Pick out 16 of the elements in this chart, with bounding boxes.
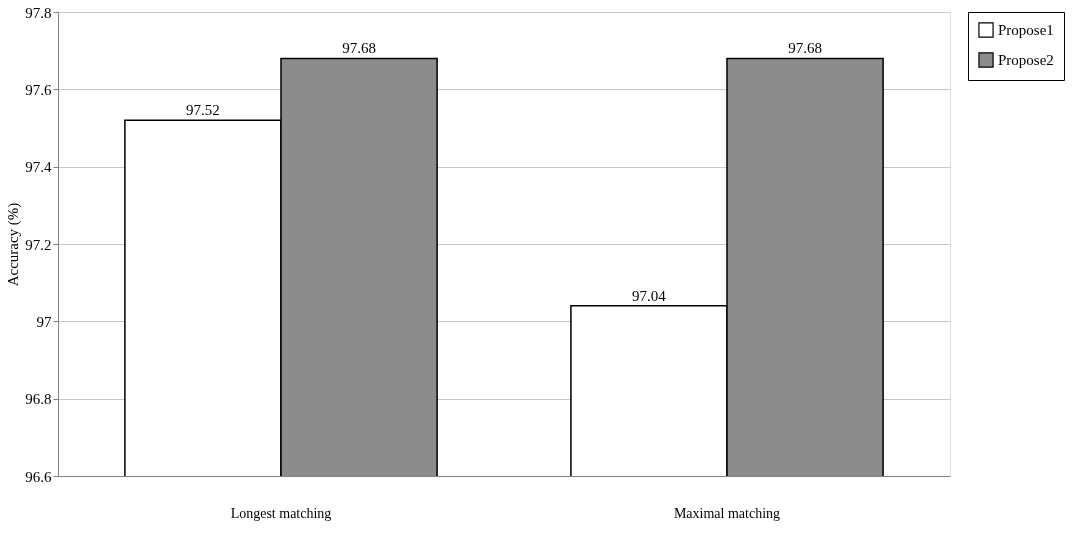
y-tick-label: 97.2 <box>25 236 52 253</box>
y-tick-label: 97.8 <box>25 4 52 21</box>
y-tick-label: 96.8 <box>25 391 52 408</box>
y-tick-label: 97.6 <box>25 81 52 98</box>
y-tick-label: 96.6 <box>25 468 52 485</box>
data-label: 97.68 <box>788 40 822 57</box>
y-tick-label: 97.4 <box>25 159 52 176</box>
x-tick-label: Longest matching <box>230 505 332 521</box>
y-axis-title: Accuracy (%) <box>5 202 23 287</box>
legend-label: Propose1 <box>998 22 1054 38</box>
y-tick-label: 97 <box>36 313 52 330</box>
data-label: 97.04 <box>632 287 667 304</box>
x-tick-label: Maximal matching <box>673 505 781 521</box>
data-label: 97.52 <box>186 102 220 119</box>
data-label: 97.68 <box>342 40 376 57</box>
legend-label: Propose2 <box>998 52 1054 68</box>
